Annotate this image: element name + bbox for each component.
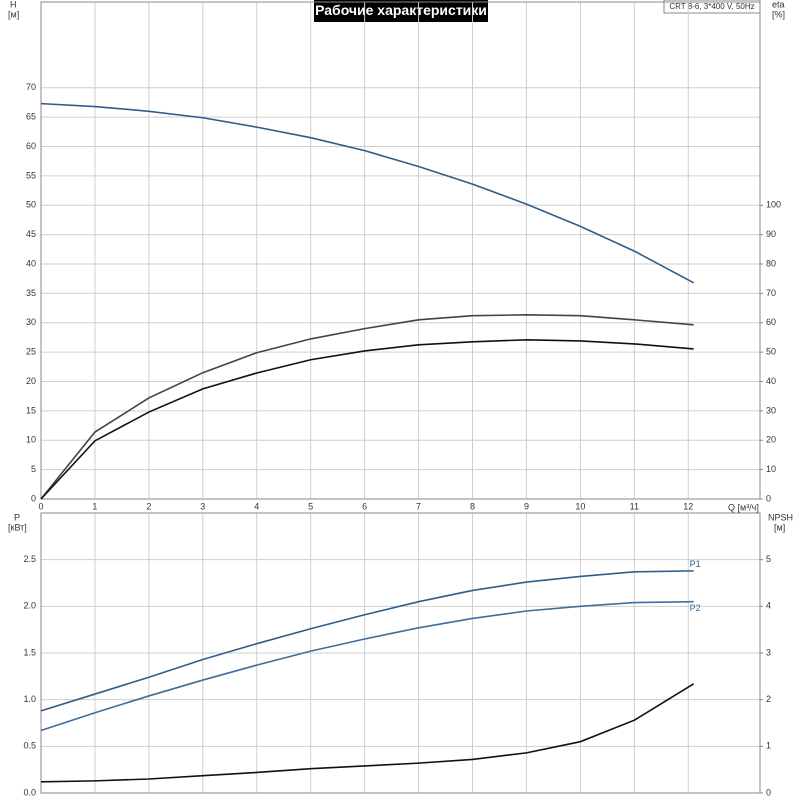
x-tick-label: 7 [416, 501, 421, 511]
x-tick-label: 5 [308, 501, 313, 511]
y2-axis-label: NPSH [768, 512, 793, 522]
x-axis-label: Q [м³/ч] [728, 502, 759, 512]
y-tick-label: 0.0 [23, 787, 36, 797]
y2-tick-label: 70 [766, 288, 776, 298]
series-line [40, 338, 694, 500]
y-tick-label: 50 [26, 200, 36, 210]
y2-tick-label: 2 [766, 694, 771, 704]
y2-tick-label: 30 [766, 405, 776, 415]
series-label: P2 [690, 603, 701, 613]
y-tick-label: 25 [26, 347, 36, 357]
series-line [40, 570, 694, 712]
y2-tick-label: 20 [766, 435, 776, 445]
y-tick-label: 2.0 [23, 601, 36, 611]
series-label: P1 [690, 559, 701, 569]
y-tick-label: 45 [26, 229, 36, 239]
y2-tick-label: 90 [766, 229, 776, 239]
y-tick-label: 2.5 [23, 554, 36, 564]
y2-tick-label: 0 [766, 787, 771, 797]
y-tick-label: 5 [31, 464, 36, 474]
y-tick-label: 40 [26, 258, 36, 268]
y-tick-label: 35 [26, 288, 36, 298]
y-tick-label: 55 [26, 170, 36, 180]
x-tick-label: 3 [200, 501, 205, 511]
y-tick-label: 0 [31, 493, 36, 503]
plot-frame [40, 1, 761, 500]
y-tick-label: 30 [26, 317, 36, 327]
y-tick-label: 65 [26, 112, 36, 122]
series-line [40, 314, 694, 500]
y-tick-label: 0.5 [23, 741, 36, 751]
x-tick-label: 11 [630, 501, 639, 511]
y-tick-label: 1.0 [23, 694, 36, 704]
y2-axis-unit: [м] [774, 522, 785, 532]
model-label: CRT 8-6, 3*400 V, 50Hz [669, 2, 754, 11]
y2-axis-label: eta [772, 0, 785, 9]
plot-frame [40, 512, 761, 794]
y2-tick-label: 5 [766, 554, 771, 564]
x-tick-label: 9 [524, 501, 529, 511]
x-tick-label: 1 [92, 501, 97, 511]
y2-tick-label: 10 [766, 464, 776, 474]
y-tick-label: 70 [26, 82, 36, 92]
y2-tick-label: 1 [766, 741, 771, 751]
x-tick-label: 0 [38, 501, 43, 511]
y2-tick-label: 100 [766, 200, 781, 210]
y-tick-label: 60 [26, 141, 36, 151]
y2-tick-label: 0 [766, 493, 771, 503]
y-axis-label: H [10, 0, 17, 9]
y2-tick-label: 40 [766, 376, 776, 386]
y-axis-unit: [м] [8, 9, 19, 19]
title-box [314, 0, 488, 22]
y2-tick-label: 60 [766, 317, 776, 327]
y-axis-unit: [кВт] [8, 522, 27, 532]
y-tick-label: 20 [26, 376, 36, 386]
y2-tick-label: 4 [766, 601, 771, 611]
series-line [40, 683, 695, 783]
y2-tick-label: 80 [766, 258, 776, 268]
y2-tick-label: 50 [766, 347, 776, 357]
x-tick-label: 2 [146, 501, 151, 511]
series-line [40, 600, 694, 732]
x-tick-label: 10 [575, 501, 585, 511]
x-tick-label: 8 [470, 501, 475, 511]
y-axis-label: P [14, 512, 20, 522]
x-tick-label: 6 [362, 501, 367, 511]
y-tick-label: 15 [26, 405, 36, 415]
y-tick-label: 1.5 [23, 647, 36, 657]
series-line [40, 102, 695, 284]
y2-axis-unit: [%] [772, 9, 785, 19]
chart-title: Рабочие характеристики [315, 2, 487, 18]
x-tick-label: 4 [254, 501, 259, 511]
x-tick-label: 12 [683, 501, 693, 511]
y-tick-label: 10 [26, 435, 36, 445]
y2-tick-label: 3 [766, 647, 771, 657]
